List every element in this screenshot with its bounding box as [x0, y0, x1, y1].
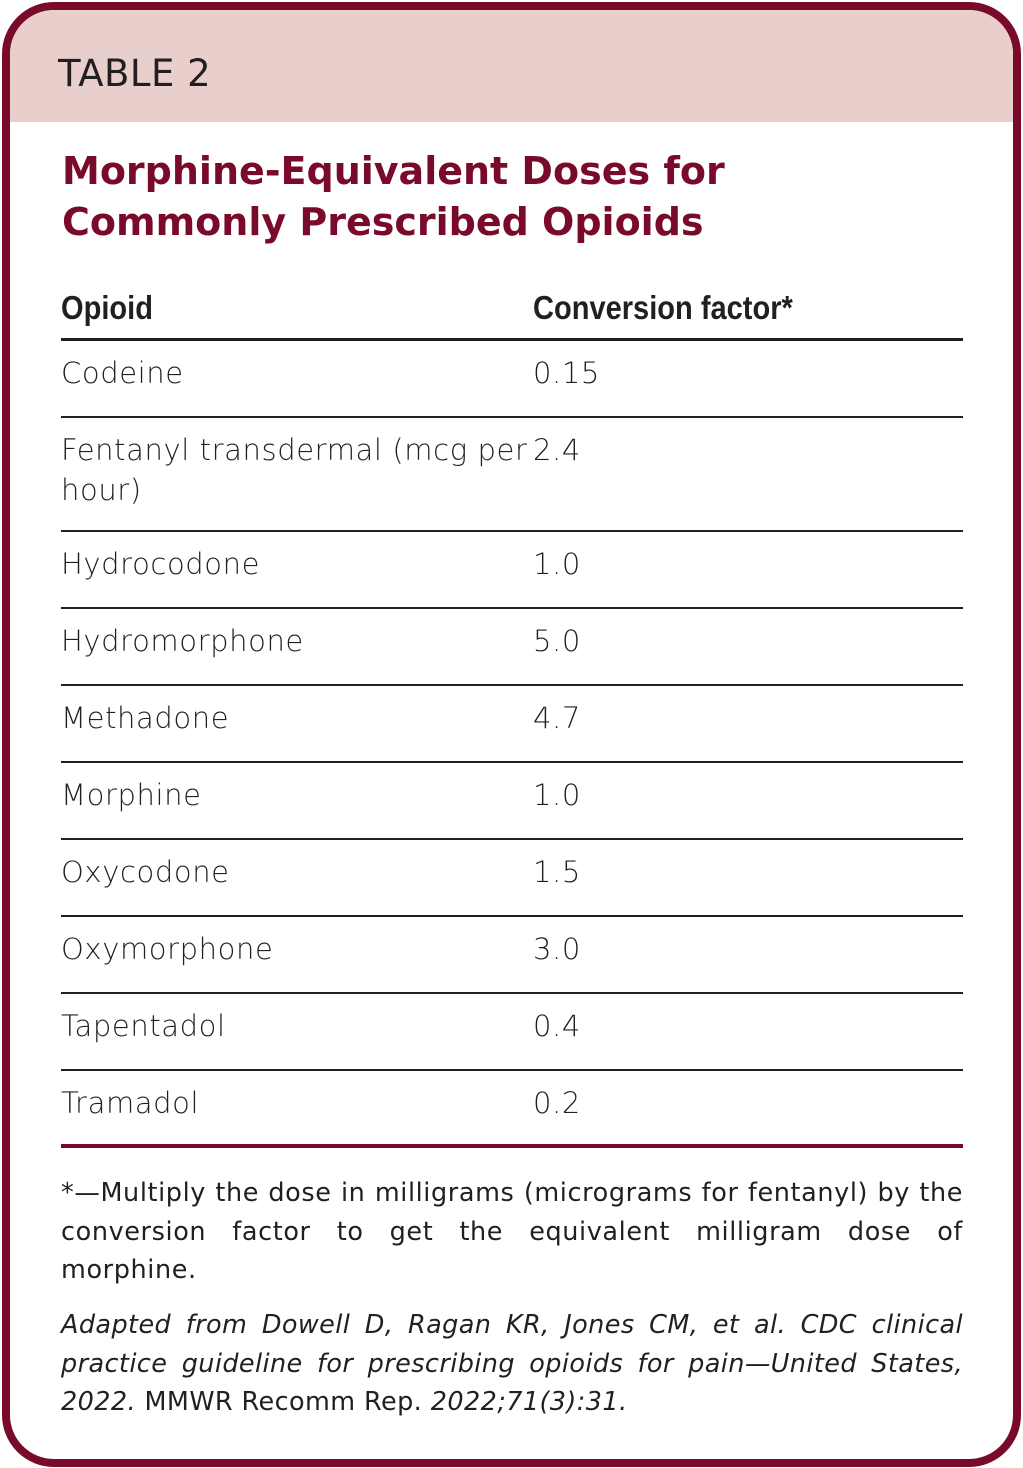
opioid-cell: Morphine — [61, 778, 202, 812]
opioid-cell: Tramadol — [61, 1086, 200, 1120]
table-row: Fentanyl transdermal (mcg per hour) 2.4 — [61, 418, 963, 532]
citation-part-3: 2022;71(3):31. — [430, 1387, 628, 1417]
conversion-factor-cell: 1.0 — [533, 547, 581, 581]
opioid-cell: Codeine — [61, 356, 184, 390]
conversion-factor-cell: 2.4 — [533, 433, 581, 467]
opioid-cell: Fentanyl transdermal (mcg per hour) — [61, 433, 528, 507]
conversion-factor-cell: 0.15 — [533, 356, 600, 390]
table-label: TABLE 2 — [58, 52, 212, 95]
opioid-cell: Methadone — [61, 701, 230, 735]
table-row: Morphine 1.0 — [61, 763, 963, 840]
opioid-cell: Oxycodone — [61, 855, 230, 889]
table-label-band: TABLE 2 — [10, 10, 1013, 122]
table-row: Tapentadol 0.4 — [61, 994, 963, 1071]
conversion-factor-cell: 3.0 — [533, 932, 581, 966]
conversion-factor-cell: 5.0 — [533, 624, 581, 658]
opioid-cell: Tapentadol — [61, 1009, 226, 1043]
table-row: Oxycodone 1.5 — [61, 840, 963, 917]
table-header-row: Opioid Conversion factor* — [61, 278, 963, 341]
column-header-conversion-factor: Conversion factor* — [533, 289, 793, 326]
conversion-factor-cell: 0.4 — [533, 1009, 581, 1043]
conversion-factor-cell: 1.5 — [533, 855, 581, 889]
column-header-opioid: Opioid — [61, 289, 153, 326]
table-row: Hydromorphone 5.0 — [61, 609, 963, 686]
table-footnote: *—Multiply the dose in milligrams (micro… — [61, 1178, 963, 1285]
conversion-factor-cell: 1.0 — [533, 778, 581, 812]
conversion-factor-cell: 0.2 — [533, 1086, 581, 1120]
table-row: Oxymorphone 3.0 — [61, 917, 963, 994]
opioid-cell: Hydromorphone — [61, 624, 304, 658]
table-row: Methadone 4.7 — [61, 686, 963, 763]
table-title: Morphine-Equivalent Doses for Commonly P… — [62, 149, 725, 244]
conversion-factor-cell: 4.7 — [533, 701, 581, 735]
table-body: Codeine 0.15 Fentanyl transdermal (mcg per… — [61, 341, 963, 1148]
opioid-cell: Oxymorphone — [61, 932, 274, 966]
table-citation: Adapted from Dowell D, Ragan KR, Jones C… — [61, 1306, 963, 1422]
data-table: Opioid Conversion factor* Codeine 0.15 Fen… — [61, 278, 963, 1148]
opioid-cell: Hydrocodone — [61, 547, 261, 581]
citation-part-2: MMWR Recomm Rep. — [136, 1387, 431, 1417]
table-row: Hydrocodone 1.0 — [61, 532, 963, 609]
table-row: Codeine 0.15 — [61, 341, 963, 418]
citation-part-1: Adapted from Dowell D, Ragan KR, Jones C… — [61, 1310, 963, 1417]
table-row: Tramadol 0.2 — [61, 1071, 963, 1148]
